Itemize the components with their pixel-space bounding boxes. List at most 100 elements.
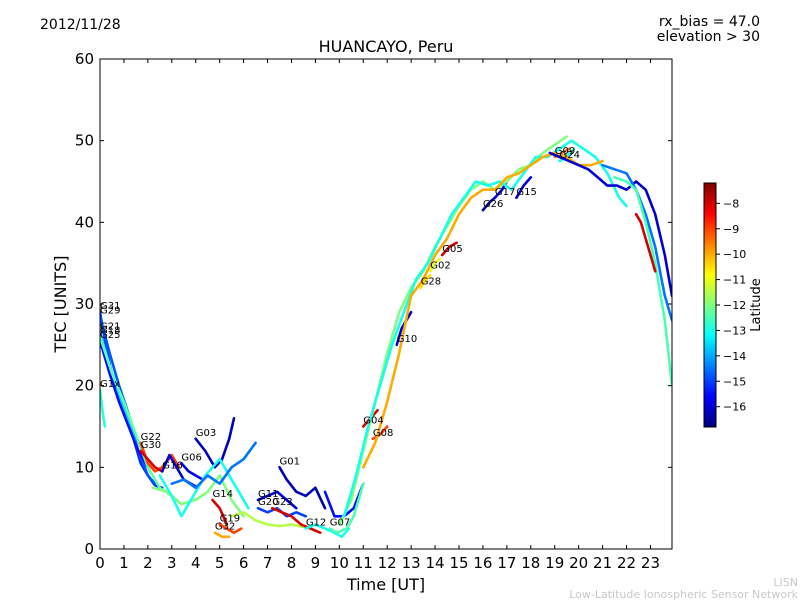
series-line-g18 <box>100 335 174 498</box>
colorbar-tick-label: −16 <box>723 401 746 414</box>
series-label: G02 <box>430 260 450 271</box>
colorbar-tick-label: −8 <box>723 197 739 210</box>
y-tick-label: 50 <box>75 132 94 150</box>
series-line-b2 <box>342 139 628 518</box>
series-label: G1x <box>100 379 120 390</box>
series-label: G26 <box>483 199 503 210</box>
series-label: G01 <box>279 456 299 467</box>
date-label: 2012/11/28 <box>40 17 121 33</box>
y-tick-label: 10 <box>75 458 94 476</box>
x-tick-label: 12 <box>378 554 397 572</box>
series-line-g14 <box>211 498 229 526</box>
series-line-a3 <box>170 441 257 490</box>
series-label: G29 <box>100 305 120 316</box>
series-label: G10 <box>397 334 417 345</box>
x-tick-label: 0 <box>95 554 105 572</box>
series-line-g26 <box>481 196 497 212</box>
series-label: G06 <box>181 452 201 463</box>
colorbar-tick-label: −9 <box>723 223 739 236</box>
series-label: G17 <box>495 187 515 198</box>
series-label: G11 <box>258 489 278 500</box>
x-tick-label: 21 <box>593 554 612 572</box>
x-tick-label: 15 <box>449 554 468 572</box>
elevation-label: elevation > 30 <box>656 29 760 45</box>
series-line-g25 <box>100 339 150 469</box>
series-line-a2 <box>158 457 250 518</box>
x-tick-label: 6 <box>239 554 249 572</box>
series-line-g03 <box>194 416 236 469</box>
rx-bias-label: rx_bias = 47.0 <box>658 14 760 30</box>
x-tick-label: 14 <box>426 554 445 572</box>
x-axis-label: Time [UT] <box>346 575 425 594</box>
x-tick-label: 20 <box>569 554 588 572</box>
x-tick-label: 19 <box>545 554 564 572</box>
x-tick-label: 9 <box>311 554 321 572</box>
series-line-b7 <box>634 212 657 273</box>
x-tick-label: 16 <box>473 554 492 572</box>
series-label: G24 <box>560 150 580 161</box>
x-tick-label: 10 <box>330 554 349 572</box>
series-line-g05 <box>440 241 458 257</box>
x-tick-label: 18 <box>521 554 540 572</box>
series-label: G30 <box>141 440 161 451</box>
series-label: G07 <box>330 518 350 529</box>
colorbar-tick-label: −10 <box>723 248 746 261</box>
plot-frame <box>99 58 673 550</box>
x-tick-label: 4 <box>191 554 201 572</box>
series-line-g01 <box>278 465 327 510</box>
x-tick-label: 13 <box>402 554 421 572</box>
x-tick-label: 1 <box>119 554 129 572</box>
series-label: G22 <box>141 432 161 443</box>
series-line-a4 <box>230 510 305 529</box>
chart-title: HUANCAYO, Peru <box>319 37 454 56</box>
series-label: G19 <box>220 514 240 525</box>
series-line-g02 <box>428 257 442 273</box>
series-label: G14 <box>212 489 232 500</box>
series-line-g11 <box>256 490 298 510</box>
series-label: G21 <box>100 322 120 333</box>
series-line-g07 <box>328 482 365 535</box>
series-label: G03 <box>196 428 216 439</box>
colorbar-tick-label: −14 <box>723 350 746 363</box>
series-label: G32 <box>215 522 235 533</box>
series-line-g06 <box>180 461 205 481</box>
x-tick-label: 3 <box>167 554 177 572</box>
x-tick-label: 22 <box>617 554 636 572</box>
series-label: G04 <box>363 416 383 427</box>
series-label: G09 <box>555 146 575 157</box>
colorbar-tick-label: −13 <box>723 324 746 337</box>
colorbar-tick-label: −15 <box>723 375 746 388</box>
series-line-g08 <box>371 425 389 441</box>
x-tick-label: 5 <box>215 554 225 572</box>
series-label: G31 <box>100 301 120 312</box>
series-line-g30 <box>139 449 164 473</box>
series-line-b6 <box>613 176 672 388</box>
x-tick-label: 8 <box>287 554 297 572</box>
y-tick-label: 40 <box>75 213 94 231</box>
series-line-g23 <box>270 506 322 535</box>
footer-lisn: LISN <box>773 576 798 589</box>
series-label: G12 <box>306 518 326 529</box>
colorbar-tick-label: −12 <box>723 299 746 312</box>
x-tick-label: 7 <box>263 554 273 572</box>
x-tick-label: 23 <box>641 554 660 572</box>
series-label: G05 <box>442 244 462 255</box>
colorbar <box>703 182 717 428</box>
series-label: G15 <box>516 187 536 198</box>
colorbar-tick-label: −11 <box>723 274 746 287</box>
x-tick-label: 17 <box>497 554 516 572</box>
colorbar-label: Latitude <box>749 278 764 332</box>
series-line-g19 <box>218 523 243 535</box>
y-tick-label: 0 <box>84 540 94 558</box>
series-label: G28 <box>421 277 441 288</box>
x-tick-label: 11 <box>354 554 373 572</box>
series-line-g32 <box>213 531 231 539</box>
y-tick-label: 30 <box>75 295 94 313</box>
series-label: G08 <box>373 428 393 439</box>
series-line-b4 <box>548 151 672 298</box>
series-label: G16 <box>162 460 182 471</box>
series-line-g12 <box>304 523 351 539</box>
series-label: G25 <box>100 330 120 341</box>
series-label: G23 <box>272 497 292 508</box>
